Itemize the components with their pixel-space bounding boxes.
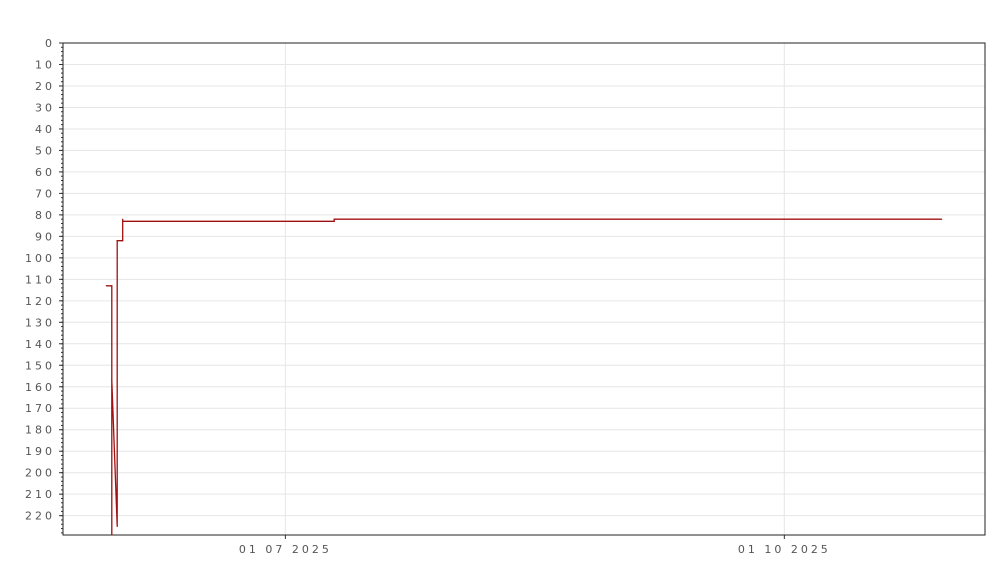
y-tick-label: 220 [25, 510, 55, 523]
y-tick-label: 160 [25, 381, 55, 394]
data-point [105, 285, 107, 287]
y-tick-label: 0 [45, 37, 55, 50]
y-tick-label: 110 [25, 273, 55, 286]
data-point [111, 534, 113, 536]
data-point [122, 240, 124, 242]
data-point [941, 218, 943, 220]
data-point [122, 218, 124, 220]
data-point [111, 379, 113, 381]
x-tick-label: 01 10 2025 [738, 543, 831, 556]
y-tick-label: 200 [25, 467, 55, 480]
y-tick-label: 170 [25, 402, 55, 415]
y-tick-label: 140 [25, 338, 55, 351]
y-tick-label: 20 [35, 80, 55, 93]
y-tick-label: 10 [35, 58, 55, 71]
y-tick-label: 90 [35, 230, 55, 243]
y-tick-label: 50 [35, 144, 55, 157]
plot-frame [62, 42, 986, 536]
y-tick-label: 30 [35, 101, 55, 114]
data-point [116, 240, 118, 242]
data-point [333, 220, 335, 222]
y-tick-label: 80 [35, 209, 55, 222]
data-point [111, 285, 113, 287]
series-line [106, 218, 942, 535]
data-point [122, 220, 124, 222]
y-tick-label: 130 [25, 316, 55, 329]
y-tick-label: 150 [25, 359, 55, 372]
x-tick-label: 01 07 2025 [239, 543, 332, 556]
y-tick-label: 60 [35, 166, 55, 179]
y-tick-label: 100 [25, 252, 55, 265]
y-tick-label: 210 [25, 488, 55, 501]
y-tick-label: 70 [35, 187, 55, 200]
data-point [116, 525, 118, 528]
y-tick-label: 190 [25, 445, 55, 458]
y-tick-label: 180 [25, 424, 55, 437]
y-tick-label: 40 [35, 123, 55, 136]
y-tick-label: 120 [25, 295, 55, 308]
data-point [333, 218, 335, 220]
